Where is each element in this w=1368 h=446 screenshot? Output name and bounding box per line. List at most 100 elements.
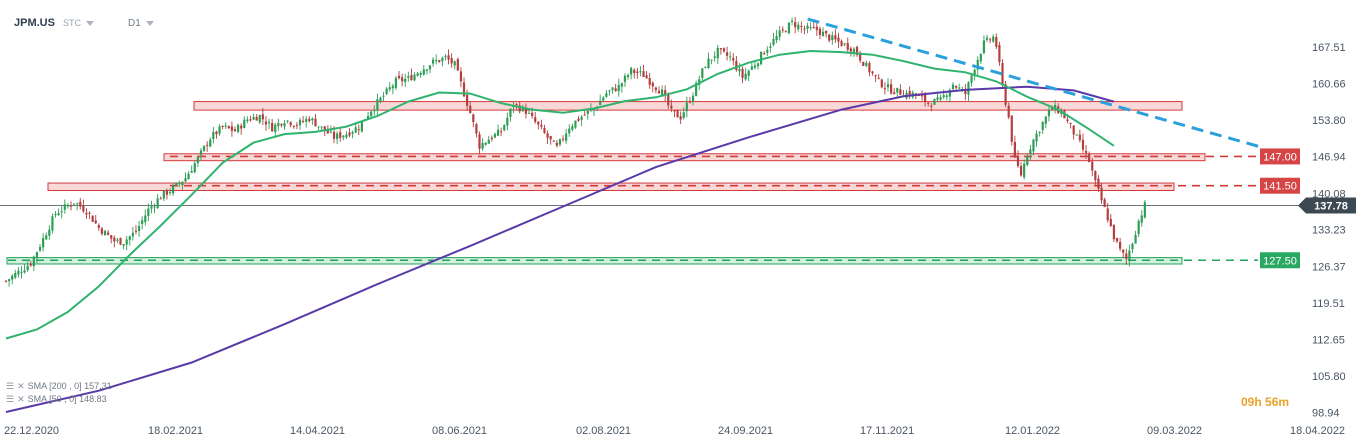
- candle-body: [571, 126, 574, 130]
- candle-body: [1122, 249, 1125, 253]
- candle-body: [459, 71, 463, 82]
- candle-body: [295, 124, 299, 126]
- candle-body: [329, 131, 333, 133]
- candle-body: [976, 59, 979, 70]
- candle-body: [670, 105, 673, 109]
- candle-body: [1091, 161, 1094, 171]
- candle-body: [29, 263, 32, 266]
- candle-body: [614, 88, 617, 92]
- candle-body: [385, 88, 388, 95]
- candle-body: [373, 109, 376, 112]
- y-tick-label: 146.94: [1312, 152, 1346, 164]
- candle-body: [837, 37, 840, 42]
- candle-body: [995, 36, 998, 47]
- candle-body: [840, 41, 843, 46]
- level-label: 141.50: [1263, 181, 1297, 193]
- candle-body: [422, 69, 425, 75]
- legend-sma200-label: SMA [200 , 0] 157.31: [27, 381, 112, 391]
- candle-body: [546, 133, 549, 138]
- settings-icon[interactable]: ☰: [6, 381, 15, 391]
- candle-body: [732, 58, 735, 61]
- candle-body: [233, 129, 237, 132]
- candle-body: [35, 252, 39, 258]
- legend-item-sma50[interactable]: ☰ ✕ SMA [50 , 0] 148.83: [6, 393, 112, 406]
- candle-body: [651, 82, 654, 87]
- candle-body: [611, 87, 614, 90]
- candle-body: [862, 61, 865, 66]
- candle-body: [794, 22, 797, 28]
- candle-body: [756, 63, 760, 67]
- candle-body: [701, 68, 704, 79]
- candle-body: [116, 239, 119, 241]
- candle-body: [72, 203, 76, 205]
- sma50-line: [5, 49, 1115, 340]
- candle-body: [428, 65, 432, 70]
- y-tick-label: 160.66: [1312, 79, 1346, 91]
- candle-body: [1007, 105, 1010, 118]
- candle-body: [100, 228, 104, 234]
- candle-body: [549, 136, 552, 140]
- candle-body: [790, 20, 794, 22]
- candle-body: [660, 89, 664, 96]
- timeframe-dropdown[interactable]: D1: [128, 18, 154, 29]
- candle-body: [113, 237, 116, 242]
- candle-body: [264, 121, 268, 125]
- candle-body: [846, 43, 849, 50]
- candle-body: [258, 115, 261, 123]
- close-icon[interactable]: ✕: [17, 381, 25, 391]
- candle-body: [410, 74, 413, 81]
- candle-body: [289, 122, 292, 126]
- candle-body: [199, 150, 203, 155]
- x-tick-label: 14.04.2021: [290, 425, 345, 437]
- candle-body: [419, 72, 422, 75]
- candle-body: [886, 84, 890, 88]
- candle-body: [7, 279, 11, 282]
- candle-body: [626, 75, 630, 77]
- candle-body: [88, 212, 91, 214]
- legend-item-sma200[interactable]: ☰ ✕ SMA [200 , 0] 157.31: [6, 380, 112, 393]
- candle-body: [1013, 142, 1016, 158]
- candle-body: [447, 55, 450, 60]
- source-dropdown[interactable]: STC: [63, 18, 94, 28]
- candle-body: [555, 142, 558, 146]
- candle-body: [778, 30, 781, 37]
- candle-body: [948, 89, 951, 97]
- candle-body: [475, 124, 478, 134]
- candle-body: [951, 84, 955, 90]
- x-tick-label: 09.03.2022: [1147, 425, 1202, 437]
- candle-body: [79, 201, 82, 207]
- candle-body: [45, 235, 48, 240]
- candle-body: [989, 39, 992, 41]
- candle-body: [927, 102, 930, 104]
- candle-body: [930, 105, 933, 107]
- candle-body: [413, 74, 416, 81]
- candle-body: [168, 191, 172, 194]
- candle-body: [985, 37, 989, 40]
- candle-body: [187, 173, 190, 180]
- candle-body: [261, 114, 264, 120]
- candle-body: [1109, 219, 1112, 226]
- indicator-legend: ☰ ✕ SMA [200 , 0] 157.31 ☰ ✕ SMA [50 , 0…: [6, 380, 112, 406]
- candle-body: [1097, 178, 1100, 189]
- symbol-label: JPM.US: [14, 17, 55, 29]
- candle-body: [240, 125, 243, 129]
- candle-body: [388, 87, 391, 90]
- candle-body: [122, 244, 125, 246]
- candle-body: [967, 82, 970, 95]
- settings-icon[interactable]: ☰: [6, 394, 15, 404]
- x-tick-label: 17.11.2021: [860, 425, 914, 437]
- candle-body: [784, 31, 787, 33]
- candle-body: [286, 120, 289, 122]
- candle-body: [565, 133, 568, 141]
- candle-body: [85, 212, 88, 215]
- candle-body: [1023, 163, 1026, 178]
- candle-body: [521, 106, 524, 112]
- candle-body: [620, 83, 623, 87]
- candle-body: [11, 275, 14, 280]
- candle-body: [558, 139, 562, 145]
- candle-body: [1016, 155, 1020, 167]
- candle-body: [32, 256, 35, 267]
- close-icon[interactable]: ✕: [17, 394, 25, 404]
